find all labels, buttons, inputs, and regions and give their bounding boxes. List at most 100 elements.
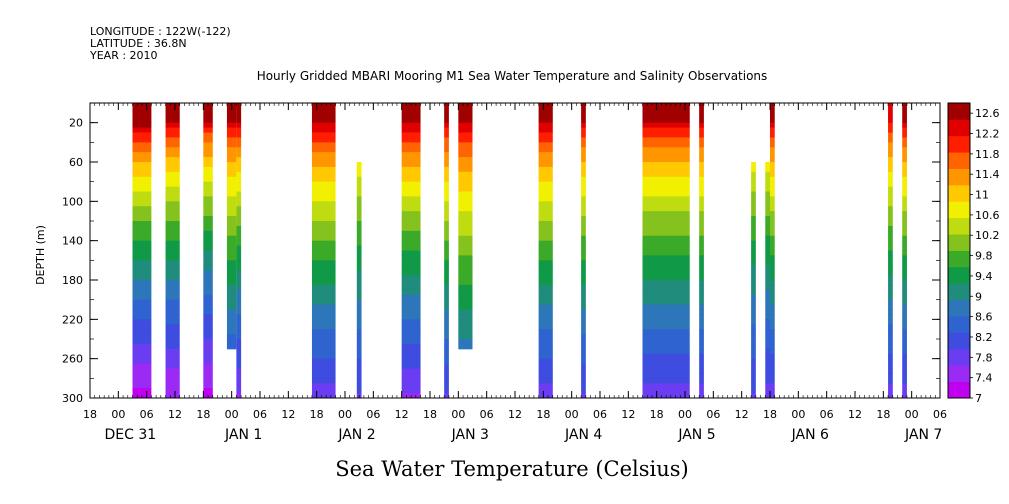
data-cell — [751, 176, 756, 183]
data-column — [132, 103, 152, 399]
data-cell — [765, 230, 770, 237]
data-cell — [444, 206, 449, 212]
data-cell — [765, 201, 770, 207]
data-cell — [444, 137, 449, 143]
data-cell — [770, 383, 775, 389]
data-cell — [888, 240, 893, 247]
data-cell — [888, 255, 893, 261]
x-tick-label: 06 — [593, 408, 607, 421]
data-cell — [458, 171, 473, 178]
data-cell — [444, 299, 449, 306]
data-cell — [581, 265, 586, 271]
data-cell — [444, 275, 449, 281]
data-cell — [765, 225, 770, 232]
data-cell — [203, 216, 213, 222]
data-cell — [751, 270, 756, 276]
data-cell — [311, 230, 336, 237]
data-cell — [444, 280, 449, 286]
data-cell — [699, 127, 704, 133]
data-cell — [444, 103, 449, 109]
data-cell — [581, 206, 586, 212]
data-cell — [765, 334, 770, 340]
data-cell — [770, 206, 775, 212]
data-cell — [401, 294, 421, 301]
data-cell — [356, 255, 362, 261]
colorbar-frame — [947, 102, 971, 399]
data-cell — [203, 221, 213, 227]
data-cell — [311, 107, 336, 114]
data-cell — [165, 334, 180, 340]
colorbar-swatch — [948, 348, 970, 366]
data-cell — [458, 211, 473, 217]
data-cell — [444, 314, 449, 320]
data-cell — [444, 319, 449, 325]
data-cell — [401, 334, 421, 340]
data-cell — [356, 289, 362, 296]
x-tick-label: 18 — [650, 408, 664, 421]
data-cell — [458, 196, 473, 202]
data-cell — [751, 230, 756, 237]
x-day-label: JAN 3 — [451, 427, 489, 443]
data-cell — [902, 284, 907, 291]
data-cell — [902, 265, 907, 271]
data-cell — [444, 270, 449, 276]
data-cell — [902, 334, 907, 340]
data-cell — [311, 339, 336, 345]
data-cell — [165, 137, 180, 143]
data-cell — [751, 294, 756, 301]
data-cell — [401, 250, 421, 256]
data-column — [236, 103, 242, 399]
data-cell — [902, 211, 907, 217]
data-cell — [751, 304, 756, 310]
data-cell — [538, 270, 553, 276]
data-cell — [538, 343, 553, 350]
data-cell — [888, 186, 893, 192]
data-cell — [765, 339, 770, 345]
data-cell — [581, 186, 586, 192]
data-cell — [165, 107, 180, 114]
data-cell — [751, 329, 756, 335]
data-cell — [581, 373, 586, 379]
data-cell — [765, 314, 770, 320]
data-cell — [236, 132, 242, 138]
data-cell — [642, 225, 690, 232]
data-cell — [401, 230, 421, 237]
data-cell — [902, 186, 907, 192]
data-cell — [888, 152, 893, 158]
data-cell — [444, 353, 449, 360]
data-cell — [165, 299, 180, 306]
data-cell — [401, 201, 421, 207]
data-cell — [356, 216, 362, 222]
data-cell — [699, 230, 704, 237]
data-cell — [203, 206, 213, 212]
data-cell — [581, 343, 586, 350]
x-day-label: JAN 4 — [564, 427, 602, 443]
data-cell — [888, 289, 893, 296]
data-cell — [203, 358, 213, 365]
data-cell — [902, 201, 907, 207]
data-cell — [765, 270, 770, 276]
data-cell — [538, 152, 553, 158]
data-cell — [642, 368, 690, 374]
data-cell — [888, 324, 893, 330]
data-cell — [642, 117, 690, 124]
colorbar-tick-label: 9.8 — [975, 250, 993, 263]
data-cell — [458, 221, 473, 227]
data-cell — [642, 309, 690, 315]
data-cell — [642, 137, 690, 143]
data-cell — [236, 152, 242, 158]
data-cell — [642, 373, 690, 379]
data-cell — [458, 280, 473, 286]
data-cell — [538, 206, 553, 212]
x-tick-label: 00 — [905, 408, 919, 421]
data-cell — [132, 181, 152, 188]
data-cell — [311, 393, 336, 399]
data-cell — [236, 319, 242, 325]
data-cell — [458, 260, 473, 266]
data-cell — [458, 117, 473, 124]
data-cell — [770, 142, 775, 148]
data-cell — [770, 166, 775, 173]
data-cell — [132, 235, 152, 242]
data-cell — [132, 378, 152, 384]
data-cell — [642, 388, 690, 394]
